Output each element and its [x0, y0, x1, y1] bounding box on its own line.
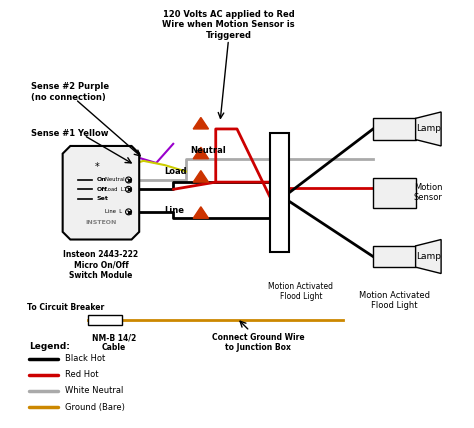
Circle shape — [126, 209, 132, 215]
Text: Sense #1 Yellow: Sense #1 Yellow — [31, 129, 108, 138]
Polygon shape — [416, 112, 441, 146]
Text: White Neutral: White Neutral — [65, 386, 123, 395]
Text: Motion Activated
Flood Light: Motion Activated Flood Light — [359, 291, 430, 310]
Text: NM-B 14/2
Cable: NM-B 14/2 Cable — [91, 333, 136, 353]
Polygon shape — [193, 171, 209, 182]
Text: Off: Off — [97, 187, 108, 192]
Text: 120 Volts AC applied to Red
Wire when Motion Sensor is
Triggered: 120 Volts AC applied to Red Wire when Mo… — [162, 10, 295, 40]
Text: Neutral: Neutral — [190, 146, 226, 155]
Text: Connect Ground Wire
to Junction Box: Connect Ground Wire to Junction Box — [212, 333, 305, 353]
Text: Insteon 2443-222
Micro On/Off
Switch Module: Insteon 2443-222 Micro On/Off Switch Mod… — [64, 250, 138, 280]
Text: Ground (Bare): Ground (Bare) — [65, 403, 125, 412]
Text: Sense #2 Purple
(no connection): Sense #2 Purple (no connection) — [31, 82, 109, 101]
Circle shape — [126, 186, 132, 192]
Bar — [88, 315, 122, 325]
Circle shape — [126, 177, 132, 183]
Text: Load  L1: Load L1 — [105, 187, 127, 192]
Text: Set: Set — [97, 196, 109, 201]
Bar — [373, 246, 416, 267]
Text: INSTEON: INSTEON — [85, 220, 117, 225]
Text: Red Hot: Red Hot — [65, 370, 98, 379]
Text: On: On — [97, 178, 107, 182]
Text: Legend:: Legend: — [28, 342, 70, 351]
Polygon shape — [416, 240, 441, 273]
Bar — [373, 118, 416, 140]
Text: Load: Load — [164, 167, 187, 176]
Text: Line: Line — [164, 206, 185, 215]
Text: *: * — [94, 162, 99, 172]
Polygon shape — [193, 207, 209, 218]
Text: Lamp: Lamp — [416, 125, 441, 134]
Polygon shape — [63, 146, 139, 240]
Text: Neutral N: Neutral N — [105, 178, 130, 182]
Bar — [270, 133, 289, 252]
Text: To Circuit Breaker: To Circuit Breaker — [27, 303, 104, 312]
Polygon shape — [193, 147, 209, 159]
Text: Black Hot: Black Hot — [65, 354, 105, 363]
Bar — [373, 178, 416, 208]
Text: Lamp: Lamp — [416, 252, 441, 261]
Text: Motion Activated
Flood Light: Motion Activated Flood Light — [268, 282, 333, 301]
Text: Line  L: Line L — [105, 209, 122, 214]
Polygon shape — [193, 117, 209, 129]
Text: Motion
Sensor: Motion Sensor — [414, 183, 443, 202]
